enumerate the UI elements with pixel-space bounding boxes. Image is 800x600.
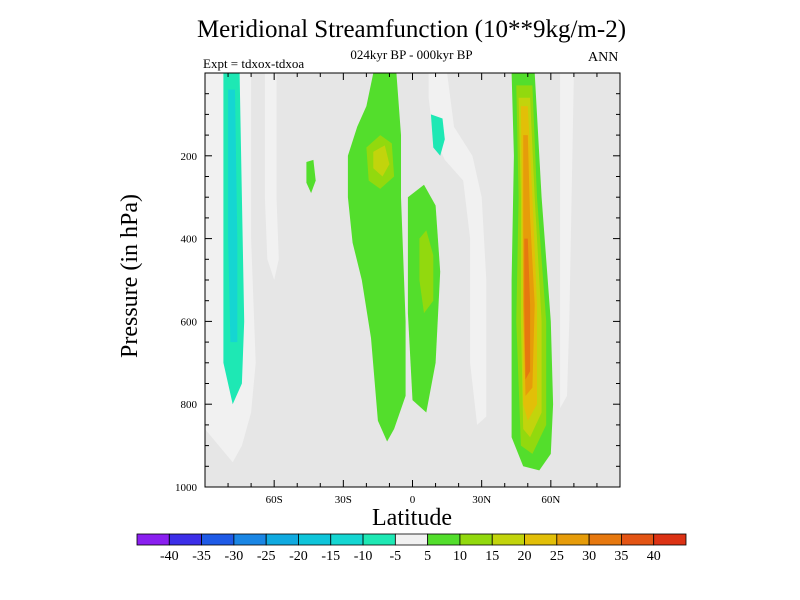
contour-region-17 bbox=[524, 238, 531, 380]
y-axis-label: Pressure (in hPa) bbox=[117, 194, 143, 358]
contour-region-2 bbox=[228, 89, 238, 343]
colorbar-swatch bbox=[394, 533, 429, 546]
contour-fills bbox=[205, 73, 574, 471]
x-tick-label: 0 bbox=[410, 494, 416, 506]
colorbar-swatch bbox=[427, 533, 461, 546]
colorbar-label: 15 bbox=[485, 549, 499, 564]
colorbar-swatch bbox=[330, 533, 364, 546]
colorbar-swatch bbox=[362, 533, 396, 546]
colorbar-swatch bbox=[233, 533, 267, 546]
season-label: ANN bbox=[588, 50, 619, 65]
x-tick-label: 30N bbox=[472, 494, 491, 506]
contour-region-3 bbox=[264, 73, 279, 280]
colorbar-label: -10 bbox=[354, 549, 373, 564]
colorbar-label: -5 bbox=[390, 549, 402, 564]
contour-region-7 bbox=[373, 145, 390, 177]
colorbar-label: 20 bbox=[518, 549, 532, 564]
colorbar-swatch bbox=[491, 533, 525, 546]
colorbar-swatch bbox=[459, 533, 493, 546]
colorbar-swatch bbox=[524, 533, 558, 546]
y-tick-label: 400 bbox=[181, 234, 198, 246]
colorbar-label: -15 bbox=[321, 549, 340, 564]
contour-region-10 bbox=[428, 73, 487, 425]
colorbar-swatch bbox=[168, 533, 202, 546]
colorbar-label: 25 bbox=[550, 549, 564, 564]
colorbar-label: -25 bbox=[257, 549, 276, 564]
colorbar-label: -35 bbox=[192, 549, 211, 564]
experiment-label: Expt = tdxox-tdxoa bbox=[203, 56, 305, 71]
x-axis-label: Latitude bbox=[372, 505, 452, 531]
colorbar-swatch bbox=[556, 533, 590, 546]
colorbar-label: -40 bbox=[160, 549, 179, 564]
contour-region-4 bbox=[306, 159, 316, 194]
chart-subtitle: 024kyr BP - 000kyr BP bbox=[350, 47, 473, 62]
contour-region-18 bbox=[560, 73, 574, 409]
contour-region-11 bbox=[430, 114, 445, 156]
x-tick-label: 30S bbox=[335, 494, 352, 506]
colorbar-label: -30 bbox=[225, 549, 244, 564]
colorbar-swatch bbox=[265, 533, 299, 546]
colorbar-label: 40 bbox=[647, 549, 661, 564]
colorbar-label: 30 bbox=[582, 549, 596, 564]
colorbar: -40 -35 -30 -25 -20 -15 -10 -5 5 10 15 20 25 30 35 40 bbox=[136, 533, 687, 564]
colorbar-label: 10 bbox=[453, 549, 467, 564]
colorbar-swatch bbox=[136, 533, 170, 546]
colorbar-swatch bbox=[653, 533, 687, 546]
x-tick-label: 60N bbox=[541, 494, 560, 506]
colorbar-swatch bbox=[588, 533, 622, 546]
contour-region-9 bbox=[419, 230, 434, 314]
x-tick-label: 60S bbox=[266, 494, 283, 506]
colorbar-swatch bbox=[621, 533, 655, 546]
colorbar-label: -20 bbox=[289, 549, 308, 564]
y-tick-label: 200 bbox=[181, 151, 198, 163]
chart-title: Meridional Streamfunction (10**9kg/m-2) bbox=[196, 16, 627, 43]
colorbar-swatch bbox=[298, 533, 332, 546]
y-tick-label: 600 bbox=[181, 316, 198, 328]
colorbar-swatch bbox=[201, 533, 235, 546]
colorbar-label: 5 bbox=[424, 549, 431, 564]
y-tick-label: 1000 bbox=[175, 482, 198, 494]
y-tick-label: 800 bbox=[181, 399, 198, 411]
colorbar-label: 35 bbox=[614, 549, 628, 564]
axis-ticks: 60S 30S 0 30N 60N 200 400 600 800 1000 bbox=[175, 73, 620, 506]
